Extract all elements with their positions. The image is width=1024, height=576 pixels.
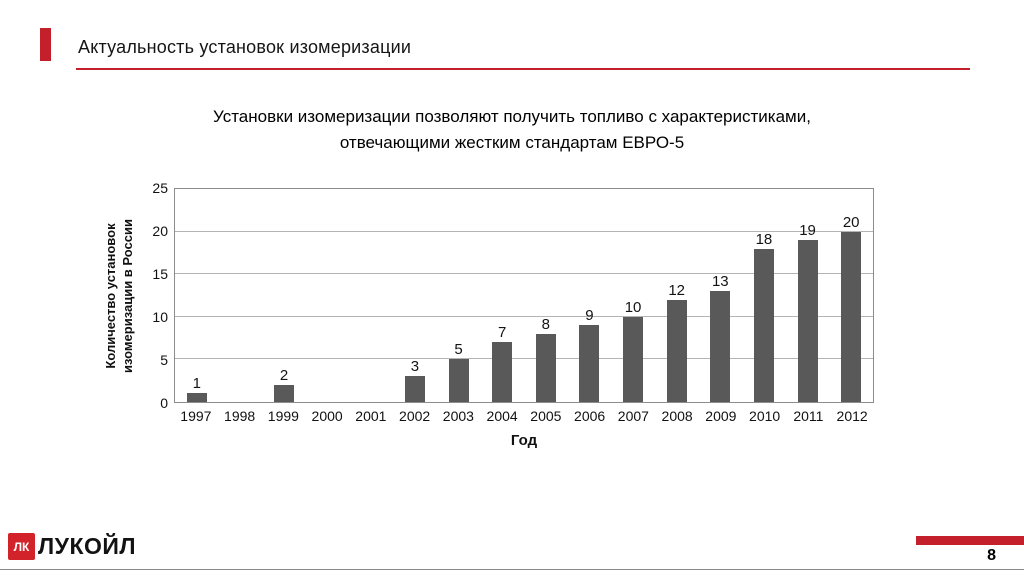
x-tick-label: 2010	[749, 408, 781, 424]
bar-value-label: 5	[454, 341, 463, 359]
bar	[710, 291, 731, 402]
x-tick-label: 1997	[180, 408, 212, 424]
x-tick-label: 2009	[705, 408, 737, 424]
x-axis-label: Год	[510, 432, 538, 449]
x-tick-label: 2007	[617, 408, 649, 424]
x-tick-label: 2011	[793, 408, 824, 424]
y-tick-label: 10	[152, 309, 168, 325]
lukoil-logo-text: ЛУКОЙЛ	[38, 533, 137, 559]
y-tick-label: 15	[152, 266, 168, 282]
x-tick-label: 2004	[486, 408, 518, 424]
subtitle: Установки изомеризации позволяют получит…	[0, 104, 1024, 157]
bar-column-1997: 1	[175, 189, 219, 402]
bar-column-2009: 13	[699, 189, 743, 402]
y-axis-label-text: Количество установок изомеризации в Росс…	[103, 188, 137, 403]
x-tick-label: 2008	[661, 408, 693, 424]
bar	[753, 248, 774, 402]
chart-body: Количество установок изомеризации в Росс…	[98, 180, 878, 411]
bar-column-2010: 18	[742, 189, 786, 402]
page-number: 8	[987, 547, 996, 564]
bar	[186, 393, 207, 402]
x-tick-label: 2003	[442, 408, 474, 424]
footer-accent-bar	[916, 536, 1024, 545]
bar-value-label: 1	[192, 375, 201, 393]
bar-value-label: 20	[842, 213, 860, 231]
y-axis-ticks: 0 5 10 15 20 25	[142, 180, 174, 411]
bar-value-label: 7	[498, 324, 507, 342]
lukoil-logo-icon: ЛК	[8, 533, 35, 560]
subtitle-line-1: Установки изомеризации позволяют получит…	[213, 107, 811, 126]
gridline	[175, 358, 873, 360]
bar	[535, 333, 556, 402]
x-tick-label: 2000	[311, 408, 343, 424]
y-axis-label-line-1: Количество установок	[103, 222, 119, 369]
bar-column-2007: 10	[611, 189, 655, 402]
y-tick-label: 25	[152, 180, 168, 196]
bar-value-label: 10	[624, 298, 642, 316]
bar-column-2005: 8	[524, 189, 568, 402]
title-accent-bar	[40, 28, 51, 61]
y-axis-label: Количество установок изомеризации в Росс…	[98, 188, 142, 403]
x-tick-label: 2005	[530, 408, 562, 424]
bar-value-label: 2	[279, 366, 289, 384]
bar-value-label: 12	[668, 281, 686, 299]
bar	[841, 231, 862, 402]
bar	[404, 376, 425, 402]
gridline	[175, 273, 873, 275]
bar-value-label: 8	[541, 315, 550, 333]
gridline	[175, 230, 873, 232]
x-tick-label: 2012	[836, 408, 868, 424]
subtitle-line-2: отвечающими жестким стандартам ЕВРО-5	[339, 133, 685, 153]
bar	[579, 325, 600, 402]
bar-column-2001	[350, 189, 394, 402]
bar-column-2011: 19	[786, 189, 830, 402]
y-tick-label: 0	[160, 395, 168, 411]
footer-divider	[0, 569, 1024, 570]
bar	[797, 240, 818, 402]
bar-column-1999: 2	[262, 189, 306, 402]
x-axis-ticks: 1997 1998 1999 2000 2001 2002 2003 2004 2005 2006…	[174, 408, 874, 424]
bar-column-2004: 7	[480, 189, 524, 402]
page-title: Актуальность установок изомеризации	[78, 37, 412, 57]
bar	[492, 342, 513, 402]
y-tick-label: 5	[160, 352, 168, 368]
x-tick-label: 1999	[267, 408, 299, 424]
bar-column-2002: 3	[393, 189, 437, 402]
y-tick-label: 20	[152, 223, 168, 239]
x-tick-label: 2006	[574, 408, 606, 424]
bar-value-label: 13	[711, 273, 729, 291]
x-tick-label: 1998	[224, 408, 256, 424]
lukoil-logo: ЛК ЛУКОЙЛ	[8, 533, 136, 560]
gridline	[175, 315, 873, 317]
bar	[274, 384, 295, 402]
x-axis-label-row: Год	[174, 432, 874, 450]
bar-value-label: 18	[755, 230, 773, 248]
bar-column-2012: 20	[829, 189, 873, 402]
plot-area: 1 2 3 5 7 8 9 10 12 13 18 19 20	[174, 188, 874, 403]
bar-column-2008: 12	[655, 189, 699, 402]
bar-column-1998	[219, 189, 263, 402]
bar-column-2006: 9	[568, 189, 612, 402]
bar-value-label: 9	[585, 307, 594, 325]
bar	[448, 359, 469, 402]
bar-value-label: 3	[410, 358, 420, 376]
bar	[623, 316, 644, 402]
bar-value-label: 19	[799, 222, 816, 240]
title-underline	[76, 68, 970, 70]
bar-chart: Количество установок изомеризации в Росс…	[98, 180, 878, 450]
y-axis-label-line-2: изомеризации в России	[120, 218, 135, 373]
x-tick-label: 2001	[355, 408, 387, 424]
x-tick-label: 2002	[399, 408, 431, 424]
bar	[666, 299, 687, 402]
bar-column-2000	[306, 189, 350, 402]
bar-column-2003: 5	[437, 189, 481, 402]
